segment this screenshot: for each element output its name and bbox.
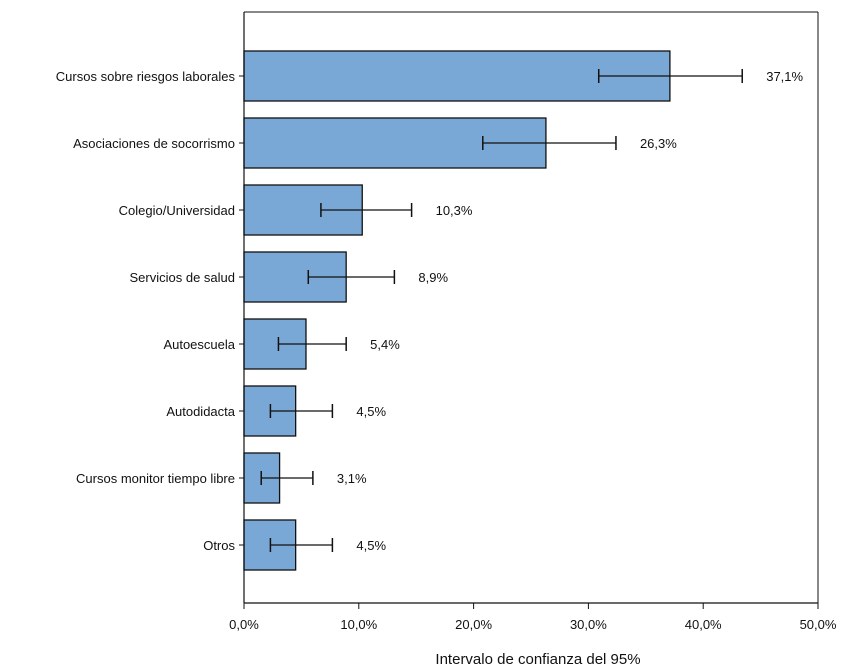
category-label-cursos-sobre-riesgos-laborales: Cursos sobre riesgos laborales: [56, 69, 236, 84]
error-bar-cursos-monitor-tiempo-libre: [260, 471, 314, 485]
x-axis: 0,0% 10,0% 20,0% 30,0% 40,0% 50,0%: [229, 602, 837, 632]
value-label-cursos-monitor-tiempo-libre: 3,1%: [337, 471, 367, 486]
value-label-servicios-de-salud: 8,9%: [418, 270, 448, 285]
error-bar-otros: [269, 538, 334, 552]
category-label-asociaciones-de-socorrismo: Asociaciones de socorrismo: [73, 136, 235, 151]
bars-group: [243, 50, 671, 571]
x-axis-title: Intervalo de confianza del 95%: [435, 651, 640, 668]
x-tick-label-10: 10,0%: [340, 617, 377, 632]
value-label-otros: 4,5%: [356, 538, 386, 553]
error-bars-group: [260, 69, 743, 552]
value-label-asociaciones-de-socorrismo: 26,3%: [640, 136, 677, 151]
y-axis: Cursos sobre riesgos laborales Asociacion…: [56, 12, 245, 603]
error-bar-cursos-sobre-riesgos-laborales: [597, 69, 743, 83]
x-tick-label-20: 20,0%: [455, 617, 492, 632]
category-label-autoescuela: Autoescuela: [163, 337, 235, 352]
error-bar-servicios-de-salud: [307, 270, 396, 284]
value-label-cursos-sobre-riesgos-laborales: 37,1%: [766, 69, 803, 84]
x-tick-label-50: 50,0%: [800, 617, 837, 632]
category-label-otros: Otros: [203, 538, 235, 553]
plot-frame: [244, 11, 819, 603]
value-label-autodidacta: 4,5%: [356, 404, 386, 419]
error-bar-autodidacta: [269, 404, 334, 418]
value-label-colegio-universidad: 10,3%: [436, 203, 473, 218]
category-label-autodidacta: Autodidacta: [166, 404, 235, 419]
category-label-servicios-de-salud: Servicios de salud: [130, 270, 236, 285]
x-tick-label-0: 0,0%: [229, 617, 259, 632]
category-label-colegio-universidad: Colegio/Universidad: [119, 203, 235, 218]
error-bar-autoescuela: [277, 337, 347, 351]
category-label-cursos-monitor-tiempo-libre: Cursos monitor tiempo libre: [76, 471, 235, 486]
error-bar-asociaciones-de-socorrismo: [482, 136, 617, 150]
value-labels-group: 37,1% 26,3% 10,3% 8,9% 5,4% 4,5% 3,1% 4,5%: [337, 69, 804, 553]
error-bar-colegio-universidad: [320, 203, 413, 217]
x-tick-label-30: 30,0%: [570, 617, 607, 632]
value-label-autoescuela: 5,4%: [370, 337, 400, 352]
x-tick-label-40: 40,0%: [685, 617, 722, 632]
